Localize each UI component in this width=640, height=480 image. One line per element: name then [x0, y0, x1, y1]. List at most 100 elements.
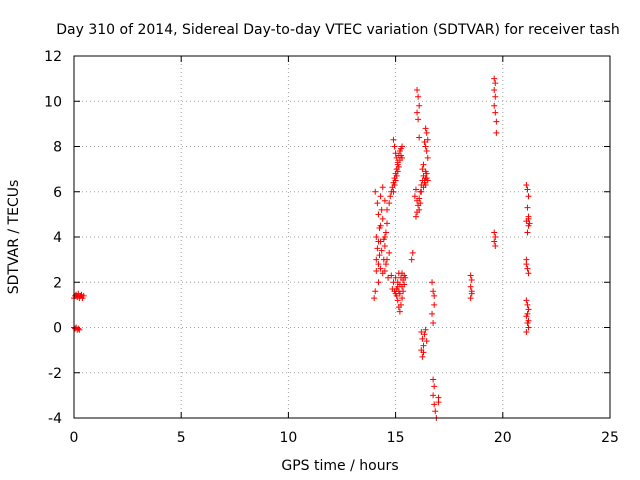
data-point: [394, 159, 401, 166]
data-point: [432, 408, 439, 415]
data-point: [409, 249, 416, 256]
data-point: [420, 161, 427, 168]
data-point: [419, 335, 426, 342]
data-point: [415, 116, 422, 123]
data-point: [372, 288, 379, 295]
data-point: [399, 295, 406, 302]
data-point: [524, 265, 531, 272]
data-point: [423, 129, 430, 136]
data-point: [396, 308, 403, 315]
data-point: [80, 292, 87, 299]
data-point: [75, 325, 82, 332]
data-point: [390, 188, 397, 195]
data-point: [491, 238, 498, 245]
data-point: [394, 283, 401, 290]
data-point: [382, 261, 389, 268]
data-point: [492, 243, 499, 250]
ticks: 0 5 10 15 20 25 -4 -2 0 2 4 6 8 10 12: [44, 49, 619, 446]
data-point: [418, 188, 425, 195]
data-point: [492, 80, 499, 87]
data-point: [384, 256, 391, 263]
data-point: [394, 168, 401, 175]
data-point: [523, 297, 530, 304]
data-point: [386, 249, 393, 256]
data-point: [389, 286, 396, 293]
data-point: [524, 229, 531, 236]
data-point: [373, 234, 380, 240]
data-point: [416, 102, 423, 109]
data-point: [467, 272, 474, 279]
data-point: [416, 134, 423, 141]
x-tick-label: 15: [387, 430, 405, 446]
data-point: [395, 152, 402, 159]
data-point: [421, 138, 428, 145]
y-tick-label: 12: [44, 49, 62, 65]
data-point: [384, 206, 391, 213]
y-tick-label: 6: [53, 185, 62, 201]
data-point: [422, 181, 429, 188]
data-point: [491, 86, 498, 93]
data-point: [391, 143, 398, 150]
data-point: [431, 301, 438, 308]
y-tick-label: 10: [44, 94, 62, 110]
data-point: [430, 376, 437, 383]
data-point: [381, 234, 388, 240]
data-point: [430, 319, 437, 326]
plot-frame: [73, 55, 611, 419]
data-point: [491, 102, 498, 109]
data-point: [524, 301, 531, 308]
data-point: [467, 295, 474, 302]
data-point: [420, 349, 427, 356]
data-point: [422, 168, 429, 175]
data-point: [384, 220, 391, 227]
data-point: [523, 261, 530, 268]
data-point: [374, 200, 381, 207]
data-point: [381, 243, 388, 250]
data-point: [421, 331, 428, 338]
x-tick-label: 0: [70, 430, 79, 446]
data-point: [394, 297, 401, 304]
data-point: [468, 276, 475, 283]
data-point: [430, 392, 437, 399]
data-point: [408, 256, 415, 263]
data-point: [525, 270, 532, 277]
data-point: [375, 238, 382, 245]
data-point: [376, 252, 383, 259]
data-point: [491, 75, 498, 82]
data-point: [402, 274, 409, 281]
data-point: [419, 353, 426, 360]
data-point: [424, 177, 431, 184]
data-point: [378, 206, 385, 213]
data-point: [467, 283, 474, 290]
data-point: [422, 326, 429, 333]
y-tick-label: 4: [53, 230, 62, 246]
data-point: [435, 399, 442, 406]
data-point: [376, 224, 383, 231]
data-point: [399, 154, 406, 161]
data-point: [375, 211, 382, 218]
data-point: [417, 200, 424, 207]
data-point: [392, 274, 399, 281]
data-point: [418, 329, 425, 336]
data-point: [397, 301, 404, 308]
data-point: [423, 338, 430, 345]
data-point: [373, 256, 380, 263]
data-point: [422, 125, 429, 132]
x-axis-label: GPS time / hours: [281, 458, 398, 474]
x-tick-label: 5: [177, 430, 186, 446]
data-point: [377, 265, 384, 272]
grid-lines: [74, 56, 610, 418]
data-point: [429, 279, 436, 286]
data-point: [378, 247, 385, 254]
data-point: [420, 342, 427, 349]
data-point: [377, 193, 384, 200]
data-point: [429, 310, 436, 317]
data-point: [524, 204, 531, 211]
data-point: [375, 261, 382, 268]
data-point: [387, 193, 394, 200]
y-tick-label: 8: [53, 140, 62, 156]
data-point: [392, 150, 399, 157]
data-point: [379, 270, 386, 277]
data-point: [523, 181, 530, 188]
